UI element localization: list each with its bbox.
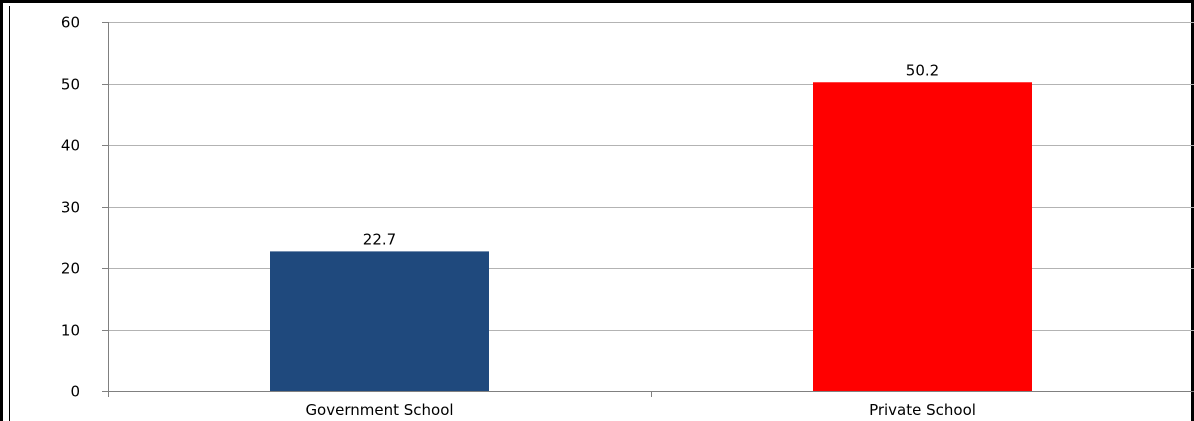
data-label: 22.7 [363,230,396,248]
data-label: 50.2 [906,61,939,79]
labels: 22.7 Government School 50.2 Private School [305,61,976,419]
y-tick-label: 40 [61,137,80,155]
y-tick-label: 20 [61,260,80,278]
axes [108,22,1194,397]
bar [270,251,489,391]
y-tick-label: 30 [61,199,80,217]
bar [813,82,1032,392]
y-tick-label: 10 [61,322,80,340]
frame-inner-border [9,6,10,421]
bars [270,82,1032,392]
y-tick-label: 60 [61,14,80,32]
x-tick-label: Private School [869,401,976,419]
y-axis-ticks: 0 10 20 30 40 50 60 [61,14,108,401]
x-tick-label: Government School [305,401,453,419]
y-tick-label: 50 [61,76,80,94]
y-tick-label: 0 [70,383,80,401]
